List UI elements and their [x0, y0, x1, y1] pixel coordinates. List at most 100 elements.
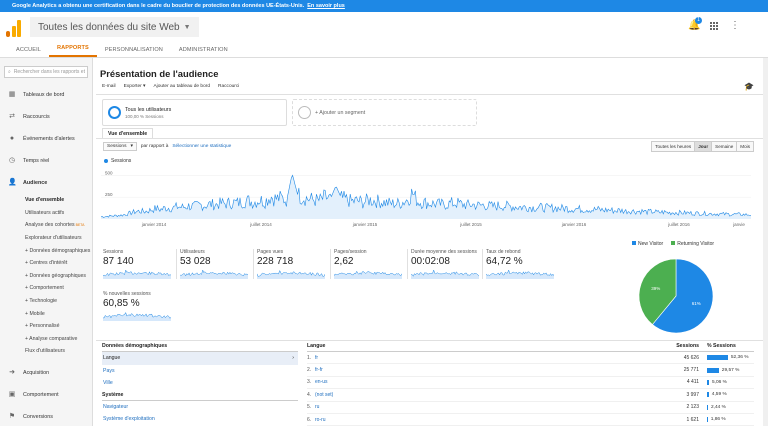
education-cap-icon[interactable]: 🎓 [744, 82, 754, 91]
legend-swatch [104, 159, 108, 163]
shortcut-button[interactable]: Raccourci [218, 84, 240, 89]
row-share: 29,57 % [699, 367, 754, 373]
account-name: Toutes les données du site Web [38, 21, 180, 33]
notification-bell-icon[interactable]: 🔔 1 [688, 17, 702, 31]
divider [176, 249, 177, 279]
metric-value: 53 028 [180, 256, 211, 267]
y-tick-label: 250 [105, 192, 113, 197]
row-language-link[interactable]: fr-fr [315, 367, 323, 374]
sessions-line [100, 174, 752, 218]
sidebar-sub-custom[interactable]: + Personnalisé [25, 323, 60, 330]
demographics-item-country[interactable]: Pays [103, 367, 115, 374]
sidebar-item-alerts[interactable]: ● Événements d'alertes [0, 128, 92, 150]
table-row: 5. ru 2 123 2,44 % [307, 402, 754, 414]
row-language-link[interactable]: (not set) [315, 391, 334, 398]
metric-selector: Sessions ▾ par rapport à Sélectionner une… [103, 142, 231, 151]
row-sessions: 3 997 [686, 391, 699, 398]
sparkline-line [257, 269, 325, 277]
sidebar-item-dashboards[interactable]: ▦ Tableaux de bord [0, 84, 92, 106]
pie-legend: New Visitor Returning Visitor [632, 241, 714, 247]
tab-rapports[interactable]: RAPPORTS [48, 45, 97, 57]
metric-new-sessions: % nouvelles sessions 60,85 % [103, 291, 173, 321]
sidebar-sub-interests[interactable]: + Centres d'intérêt [25, 260, 68, 267]
metric-label: Pages/session [334, 249, 367, 255]
row-share: 4,59 % [699, 392, 754, 398]
account-selector[interactable]: Toutes les données du site Web ▼ [30, 17, 199, 37]
hourly-button[interactable]: Toutes les heures [651, 141, 696, 152]
sidebar-sub-geo[interactable]: + Données géographiques [25, 272, 87, 279]
row-language-link[interactable]: fr [315, 354, 319, 361]
apps-grid-icon[interactable] [710, 21, 718, 30]
select-stat-link[interactable]: Sélectionner une statistique [172, 144, 232, 149]
y-tick-label: 500 [105, 170, 113, 175]
chevron-down-icon: ▾ [130, 144, 133, 149]
sparkline-area [257, 270, 325, 279]
sidebar-sub-benchmark[interactable]: + Analyse comparative [25, 335, 78, 342]
column-header-lang: Langue [307, 343, 326, 349]
demographics-item-language[interactable]: Langue › [102, 352, 298, 365]
clock-icon: ◷ [8, 157, 16, 164]
more-options-icon[interactable]: ⋮ [730, 19, 740, 31]
sidebar-sub-behavior[interactable]: + Comportement [25, 285, 64, 292]
page-scrollbar[interactable] [763, 58, 768, 426]
metric-value: 87 140 [103, 256, 134, 267]
metric-users: Utilisateurs 53 028 [180, 249, 250, 279]
month-button[interactable]: Mois [736, 141, 754, 152]
sidebar-item-realtime[interactable]: ◷ Temps réel [0, 150, 92, 172]
add-to-dashboard-button[interactable]: Ajouter au tableau de bord [153, 84, 211, 89]
table-row: 4. (not set) 3 997 4,59 % [307, 389, 754, 402]
sidebar-item-shortcuts[interactable]: ⇄ Raccourcis [0, 106, 92, 128]
row-pct: 2,44 % [711, 404, 726, 410]
sidebar-sub-technology[interactable]: + Technologie [25, 298, 58, 305]
row-sessions: 2 123 [686, 404, 699, 411]
segment-name: Tous les utilisateurs [125, 106, 172, 113]
beta-badge: BETA [75, 223, 85, 228]
sidebar-sub-mobile[interactable]: + Mobile [25, 310, 45, 317]
demographics-item-city[interactable]: Ville [103, 380, 113, 387]
sidebar-item-acquisition[interactable]: ➜ Acquisition [0, 362, 92, 384]
system-item-os[interactable]: Système d'exploitation [103, 416, 155, 423]
demographics-panel: Données démographiques Langue › Pays Vill… [102, 343, 298, 426]
chart-legend: Sessions [104, 158, 131, 164]
tab-personnalisation[interactable]: PERSONNALISATION [104, 47, 163, 53]
metric-avg-duration: Durée moyenne des sessions 00:02:08 [411, 249, 483, 279]
row-language-link[interactable]: en-us [315, 379, 328, 386]
segment-empty-icon [298, 106, 311, 119]
sidebar-item-audience[interactable]: 👤 Audience [0, 172, 92, 194]
tab-accueil[interactable]: ACCUEIL [16, 47, 41, 53]
row-language-link[interactable]: ru [315, 404, 320, 411]
sidebar-item-conversions[interactable]: ⚑ Conversions [0, 406, 92, 426]
row-share: 2,44 % [699, 404, 754, 410]
row-language-link[interactable]: ro-ru [315, 416, 326, 423]
share-bar [707, 355, 728, 361]
sidebar-sub-active-users[interactable]: Utilisateurs actifs [25, 209, 65, 216]
sidebar-sub-cohorts[interactable]: Analyse des cohortes BETA [0, 219, 92, 232]
row-index: 3. [307, 379, 312, 386]
sidebar-sub-overview[interactable]: Vue d'ensemble [25, 197, 65, 204]
tab-overview[interactable]: Vue d'ensemble [102, 128, 154, 139]
email-button[interactable]: E-mail [102, 84, 116, 89]
week-button[interactable]: Semaine [711, 141, 738, 152]
system-item-browser[interactable]: Navigateur [103, 403, 129, 410]
add-segment-box[interactable]: + Ajouter un segment [292, 99, 477, 126]
metric-value: 228 718 [257, 256, 294, 267]
visitor-pie-chart: 61% 39% [638, 258, 714, 334]
learn-more-link[interactable]: En savoir plus [307, 3, 345, 9]
row-index: 2. [307, 367, 312, 374]
sparkline-area [411, 270, 479, 279]
search-input[interactable] [13, 69, 87, 75]
day-button[interactable]: Jour [694, 141, 713, 152]
sidebar-sub-user-explorer[interactable]: Explorateur d'utilisateurs [25, 235, 82, 242]
pie-slice-label: 39% [651, 286, 660, 291]
export-button[interactable]: Exporter ▾ [123, 84, 146, 89]
row-share: 5,06 % [699, 379, 754, 385]
segment-all-users[interactable]: Tous les utilisateurs 100,00 % Sessions [102, 99, 287, 126]
row-index: 5. [307, 404, 312, 411]
analytics-logo-icon[interactable] [6, 17, 26, 37]
tab-administration[interactable]: ADMINISTRATION [178, 47, 228, 53]
sidebar-sub-demographics[interactable]: + Données démographiques [25, 247, 91, 254]
sidebar-sub-users-flow[interactable]: Flux d'utilisateurs [25, 348, 65, 355]
sidebar-item-behavior[interactable]: ▣ Comportement [0, 384, 92, 406]
sparkline-line [411, 269, 479, 277]
metric-dropdown[interactable]: Sessions ▾ [103, 142, 137, 151]
